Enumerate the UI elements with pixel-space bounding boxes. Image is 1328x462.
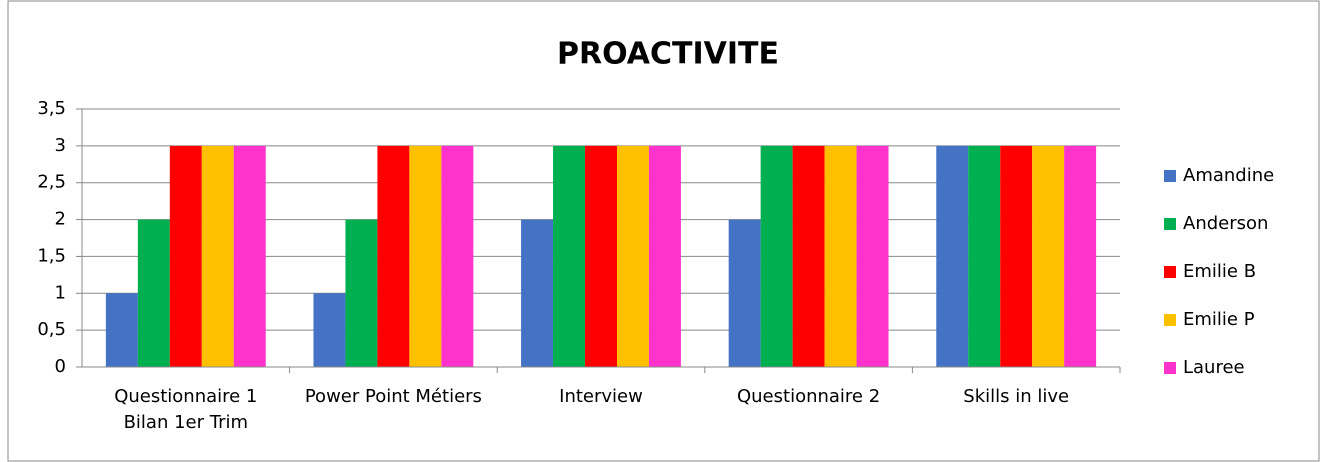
legend-label: Amandine — [1183, 165, 1274, 186]
y-tick-label: 3,5 — [37, 98, 66, 119]
y-tick-label: 1,5 — [37, 245, 66, 266]
legend-swatch — [1164, 266, 1176, 278]
bar — [1032, 145, 1065, 367]
bar — [521, 219, 554, 367]
bar — [1064, 145, 1097, 367]
bar — [201, 145, 234, 367]
x-tick-label: Questionnaire 2 — [736, 386, 881, 407]
bar — [585, 145, 617, 367]
x-tick-label: Interview — [559, 386, 643, 407]
bar — [968, 145, 1001, 367]
bar — [616, 145, 649, 367]
y-tick-label: 2,5 — [37, 172, 66, 193]
bar — [856, 145, 889, 367]
legend-label: Lauree — [1183, 357, 1245, 378]
chart-title: PROACTIVITE — [557, 37, 779, 72]
bar — [409, 145, 442, 367]
legend-swatch — [1164, 314, 1176, 326]
legend-swatch — [1164, 362, 1176, 374]
x-tick-label: Power Point Métiers — [304, 386, 482, 407]
y-tick-label: 0,5 — [37, 319, 66, 340]
bar — [105, 293, 138, 367]
legend-swatch — [1164, 170, 1176, 182]
legend-label: Emilie P — [1183, 309, 1255, 330]
bar — [441, 145, 474, 367]
bar — [377, 145, 410, 367]
bar — [792, 145, 825, 367]
legend-label: Emilie B — [1183, 261, 1256, 282]
bar — [760, 145, 793, 367]
bar — [728, 219, 761, 367]
y-tick-label: 0 — [55, 356, 66, 377]
bar — [936, 145, 969, 367]
legend-label: Anderson — [1183, 213, 1268, 234]
bar — [345, 219, 378, 367]
x-tick-label: Questionnaire 1 Bilan 1er Trim — [114, 386, 258, 433]
x-tick-label: Skills in live — [963, 386, 1070, 407]
bar — [169, 145, 202, 367]
bar — [648, 145, 681, 367]
bar — [137, 219, 170, 367]
bar — [1000, 145, 1033, 367]
legend-swatch — [1164, 218, 1176, 230]
bar — [233, 145, 266, 367]
bar — [313, 293, 346, 367]
y-tick-label: 3 — [55, 135, 66, 156]
bar — [824, 145, 857, 367]
y-tick-label: 2 — [55, 209, 66, 230]
bar — [553, 145, 586, 367]
y-tick-label: 1 — [55, 282, 66, 303]
